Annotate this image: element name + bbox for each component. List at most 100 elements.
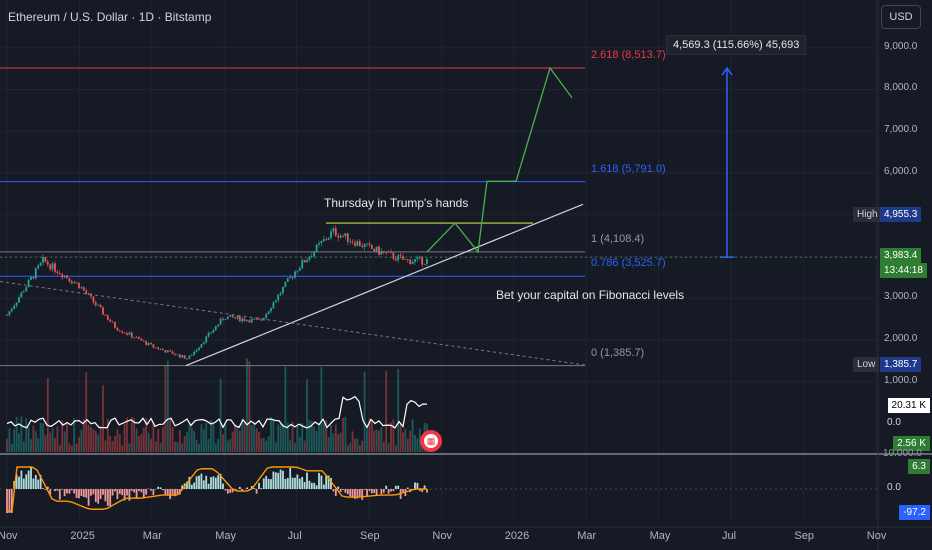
osc-bar [210, 477, 212, 489]
candle-body [80, 287, 83, 289]
volume-bar [306, 379, 308, 452]
candle-body [82, 287, 85, 291]
osc-bar [325, 475, 328, 489]
volume-bar [351, 431, 354, 452]
osc-bar [121, 489, 124, 496]
osc-bar [46, 486, 49, 489]
osc-bar [253, 488, 256, 489]
osc-bar [82, 489, 85, 498]
osc-bar [30, 467, 32, 489]
osc-bar [414, 482, 416, 489]
candle-body [214, 326, 217, 330]
measure-arrowhead [721, 66, 733, 76]
price-axis-label: 9,000.0 [884, 40, 918, 52]
osc-bar [171, 489, 174, 496]
volume-bar [385, 371, 388, 452]
volume-bar [224, 423, 227, 452]
osc-bar [142, 489, 145, 498]
osc-bar [382, 489, 385, 493]
candle-body [207, 332, 210, 337]
volume-bar [6, 438, 8, 452]
candle-body [6, 314, 8, 316]
osc-bar [334, 489, 337, 496]
osc-bar [49, 489, 52, 495]
candle-body [363, 244, 366, 247]
osc-bar [87, 489, 90, 506]
volume-bar [399, 422, 402, 452]
osc-bar [150, 489, 152, 491]
volume-bar [186, 432, 188, 452]
candle-body [157, 347, 160, 350]
candle-body [121, 331, 124, 333]
osc-zero: 0.0 [887, 482, 901, 493]
candle-body [61, 274, 64, 278]
candle-body [382, 251, 385, 253]
volume-bar [349, 443, 352, 452]
candle-body [318, 243, 320, 245]
candle-body [250, 318, 253, 323]
volume-bar [102, 385, 104, 452]
candle-body [226, 316, 229, 320]
volume-bar [332, 433, 335, 452]
volume-bar [222, 434, 224, 452]
fib-label-0786: 0.786 (3,525.7) [591, 257, 666, 269]
volume-bar [279, 423, 282, 452]
candle-body [358, 241, 361, 247]
candle-body [349, 241, 352, 243]
us-flag-event-icon[interactable]: ▦ [420, 430, 442, 452]
osc-bar [358, 489, 361, 497]
projection-path [426, 66, 573, 254]
osc-bar [361, 489, 364, 500]
candle-body [212, 329, 215, 333]
volume-bar [78, 436, 80, 452]
osc-bar [18, 476, 20, 489]
volume-bar [200, 424, 203, 452]
volume-bar [25, 418, 28, 452]
candle-body [164, 350, 167, 353]
candle-body [162, 348, 164, 351]
volume-bar [236, 426, 239, 452]
candle-body [42, 257, 44, 263]
current-price: 3,983.4 [880, 248, 922, 263]
volume-bar [354, 438, 356, 452]
osc-bar [176, 489, 179, 496]
osc-bar [68, 489, 71, 494]
candle-body [243, 318, 246, 322]
fib-label-1618: 1.618 (5,791.0) [591, 163, 666, 175]
volume-bar [190, 427, 193, 452]
volume-bar [310, 421, 313, 452]
candle-body [409, 259, 412, 265]
low-value: 1,385.7 [880, 357, 922, 372]
fib-label-0: 0 (1,385.7) [591, 347, 645, 359]
candle-body [385, 252, 388, 254]
candle-body [15, 302, 18, 306]
volume-bar [253, 421, 256, 452]
osc-bar [63, 489, 66, 497]
volume-bar [325, 420, 328, 452]
volume-bar [368, 418, 371, 452]
volume-bar [150, 438, 152, 452]
osc-bar [351, 489, 354, 498]
osc-bar [219, 473, 222, 489]
osc-bar [241, 489, 244, 491]
volume-bar [99, 425, 102, 452]
volume-bar [128, 443, 131, 452]
candle-body [123, 332, 126, 334]
osc-bar [385, 485, 388, 489]
osc-bar [315, 485, 318, 489]
volume-bar [130, 417, 133, 452]
candle-body [416, 257, 419, 260]
currency-button[interactable]: USD [881, 5, 921, 29]
volume-bar [193, 431, 196, 452]
volume-bar [260, 438, 263, 452]
candle-body [351, 241, 354, 243]
osc-bar [97, 489, 100, 504]
osc-bar [402, 489, 404, 493]
time-axis-label: 2026 [504, 530, 530, 542]
volume-bar [337, 433, 340, 452]
osc-bar [294, 477, 296, 489]
volume-bar [301, 423, 304, 452]
osc-bar [346, 489, 349, 495]
osc-bar [159, 487, 162, 489]
